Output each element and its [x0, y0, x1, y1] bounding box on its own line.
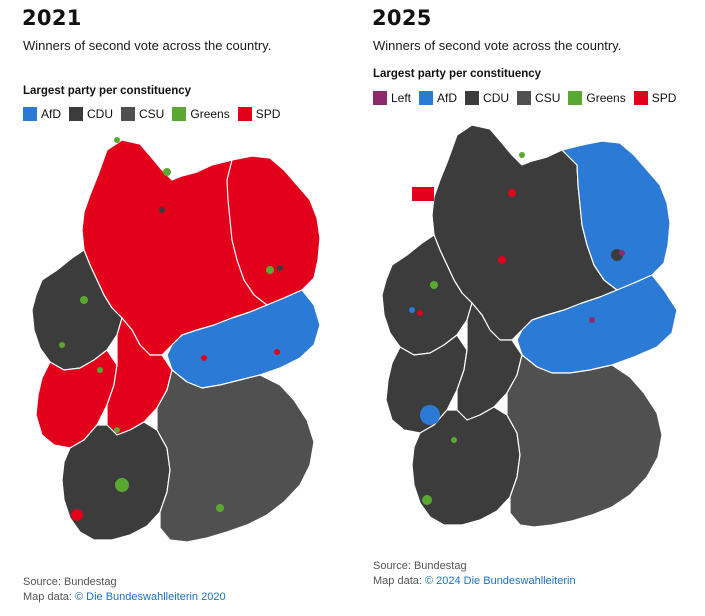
- map-subtitle: Winners of second vote across the countr…: [373, 38, 622, 53]
- legend-title: Largest party per constituency: [23, 85, 192, 97]
- year-title: 2025: [372, 6, 432, 30]
- map-details-2025: [409, 152, 625, 505]
- legend-label: Greens: [586, 91, 626, 105]
- legend-swatch: [633, 91, 648, 105]
- map-details-2021: [59, 137, 283, 521]
- germany-map-2025[interactable]: [372, 115, 692, 555]
- legend-swatch: [237, 107, 252, 121]
- legend: AfD CDU CSU Greens SPD: [23, 107, 288, 121]
- legend-swatch: [419, 91, 434, 105]
- legend-swatch: [517, 91, 532, 105]
- germany-map-2021[interactable]: [22, 130, 342, 560]
- legend-label: AfD: [437, 91, 458, 105]
- panel-2025: 2025 Winners of second vote across the c…: [372, 0, 705, 616]
- legend-swatch: [465, 91, 480, 105]
- map-data-note: Map data: © Die Bundeswahlleiterin 2020: [23, 590, 226, 604]
- region-west[interactable]: [381, 234, 473, 356]
- legend-label: CSU: [139, 107, 165, 121]
- region-east[interactable]: [561, 140, 671, 291]
- legend-item-spd: SPD: [633, 91, 677, 105]
- legend-label: CDU: [87, 107, 114, 121]
- legend-swatch: [69, 107, 84, 121]
- region-bavaria[interactable]: [506, 354, 663, 528]
- year-title: 2021: [22, 6, 82, 30]
- map-data-prefix: Map data:: [373, 575, 425, 587]
- map-data-note: Map data: © 2024 Die Bundeswahlleiterin: [373, 574, 576, 588]
- legend-label: AfD: [41, 107, 62, 121]
- legend-swatch: [373, 91, 387, 105]
- legend-label: Left: [391, 91, 412, 105]
- legend-item-afd: AfD: [23, 107, 61, 121]
- legend-item-left: Left: [373, 91, 411, 105]
- map-data-link[interactable]: © 2024 Die Bundeswahlleiterin: [424, 575, 576, 587]
- legend-swatch: [23, 107, 37, 121]
- legend-swatch: [568, 91, 583, 105]
- legend-swatch: [121, 107, 136, 121]
- map-data-prefix: Map data:: [23, 591, 75, 603]
- legend-label: SPD: [255, 107, 281, 121]
- map-subtitle: Winners of second vote across the countr…: [23, 38, 272, 53]
- region-west[interactable]: [31, 249, 123, 371]
- legend-label: CSU: [535, 91, 561, 105]
- legend-item-cdu: CDU: [465, 91, 509, 105]
- legend-label: CDU: [483, 91, 510, 105]
- legend-item-afd: AfD: [419, 91, 457, 105]
- legend-label: SPD: [651, 91, 677, 105]
- panel-2021: 2021 Winners of second vote across the c…: [22, 0, 362, 616]
- legend-item-csu: CSU: [517, 91, 560, 105]
- legend-item-greens: Greens: [568, 91, 626, 105]
- legend-item-greens: Greens: [172, 107, 230, 121]
- legend-label: Greens: [190, 107, 230, 121]
- source-note: Source: Bundestag: [23, 576, 117, 588]
- region-bavaria[interactable]: [156, 369, 315, 543]
- legend-title: Largest party per constituency: [373, 68, 542, 80]
- legend: Left AfD CDU CSU Greens SPD: [373, 91, 684, 105]
- legend-item-csu: CSU: [121, 107, 164, 121]
- legend-swatch: [172, 107, 187, 121]
- legend-item-cdu: CDU: [69, 107, 113, 121]
- legend-item-spd: SPD: [237, 107, 281, 121]
- source-note: Source: Bundestag: [373, 560, 467, 572]
- map-data-link[interactable]: © Die Bundeswahlleiterin 2020: [74, 591, 226, 603]
